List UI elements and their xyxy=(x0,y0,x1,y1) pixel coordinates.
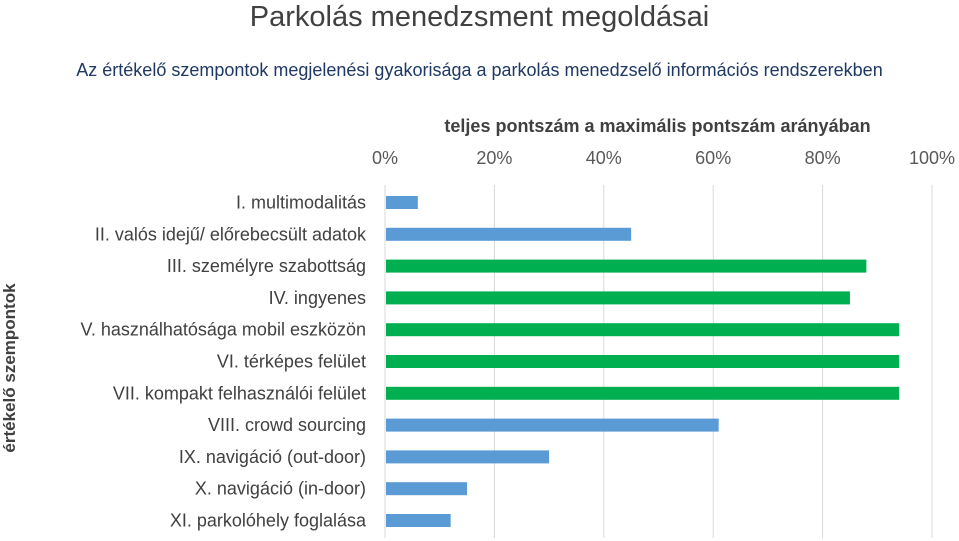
bar xyxy=(386,482,468,496)
x-tick-label: 60% xyxy=(695,148,731,168)
bar xyxy=(386,196,418,209)
category-label: VIII. crowd sourcing xyxy=(208,415,366,435)
category-label: IX. navigáció (out-door) xyxy=(179,447,366,467)
bar xyxy=(386,227,632,241)
x-tick-labels: 0% 20% 40% 60% 80% 100% xyxy=(372,148,955,168)
category-label: II. valós idejű/ előrebecsült adatok xyxy=(95,224,367,244)
bar xyxy=(386,418,719,432)
bar xyxy=(386,514,451,527)
category-label: VI. térképes felület xyxy=(217,352,366,372)
x-tick-label: 80% xyxy=(805,148,841,168)
category-label: XI. parkolóhely foglalása xyxy=(170,511,367,531)
x-tick-label: 100% xyxy=(909,148,955,168)
category-label: III. személyre szabottság xyxy=(167,256,366,276)
x-tick-label: 20% xyxy=(476,148,512,168)
category-label: IV. ingyenes xyxy=(269,288,366,308)
page-title: Parkolás menedzsment megoldásai xyxy=(249,1,710,33)
bar xyxy=(386,355,900,368)
category-label: X. navigáció (in-door) xyxy=(195,479,366,499)
bar xyxy=(386,259,867,273)
bars xyxy=(386,196,900,527)
bar xyxy=(386,323,900,337)
bar xyxy=(386,386,900,400)
x-axis-title: teljes pontszám a maximális pontszám ará… xyxy=(444,116,871,136)
category-labels: I. multimodalitás II. valós idejű/ előreb… xyxy=(80,193,367,531)
category-label: I. multimodalitás xyxy=(236,193,366,213)
x-tick-label: 0% xyxy=(372,148,398,168)
page-subtitle: Az értékelő szempontok megjelenési gyako… xyxy=(76,60,883,80)
bar xyxy=(386,450,550,464)
bar xyxy=(386,291,850,305)
x-tick-label: 40% xyxy=(586,148,622,168)
category-label: VII. kompakt felhasználói felület xyxy=(113,383,366,403)
category-label: V. használhatósága mobil eszközön xyxy=(80,320,366,340)
